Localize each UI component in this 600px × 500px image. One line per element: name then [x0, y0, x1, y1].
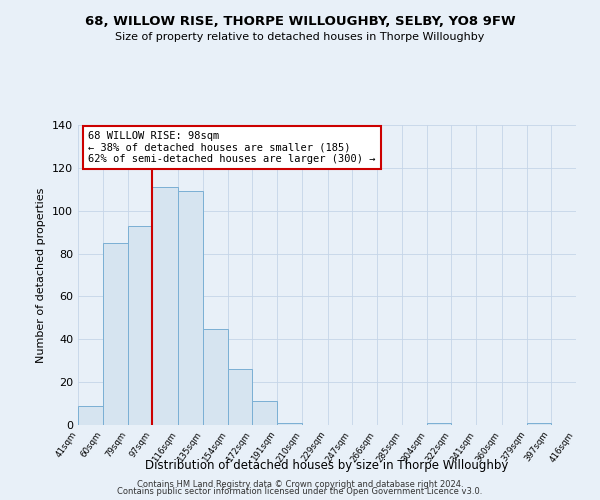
Bar	[152, 187, 178, 425]
Bar	[203, 328, 228, 425]
Y-axis label: Number of detached properties: Number of detached properties	[37, 188, 46, 362]
Bar	[277, 423, 302, 425]
Bar	[78, 406, 103, 425]
Text: Distribution of detached houses by size in Thorpe Willoughby: Distribution of detached houses by size …	[145, 460, 509, 472]
Text: Contains public sector information licensed under the Open Government Licence v3: Contains public sector information licen…	[118, 487, 482, 496]
Bar	[527, 423, 551, 425]
Text: Contains HM Land Registry data © Crown copyright and database right 2024.: Contains HM Land Registry data © Crown c…	[137, 480, 463, 489]
Bar	[427, 423, 451, 425]
Bar	[228, 370, 252, 425]
Text: Size of property relative to detached houses in Thorpe Willoughby: Size of property relative to detached ho…	[115, 32, 485, 42]
Bar	[252, 402, 277, 425]
Bar	[103, 243, 128, 425]
Bar	[178, 192, 203, 425]
Text: 68, WILLOW RISE, THORPE WILLOUGHBY, SELBY, YO8 9FW: 68, WILLOW RISE, THORPE WILLOUGHBY, SELB…	[85, 15, 515, 28]
Bar	[128, 226, 152, 425]
Text: 68 WILLOW RISE: 98sqm
← 38% of detached houses are smaller (185)
62% of semi-det: 68 WILLOW RISE: 98sqm ← 38% of detached …	[88, 131, 376, 164]
